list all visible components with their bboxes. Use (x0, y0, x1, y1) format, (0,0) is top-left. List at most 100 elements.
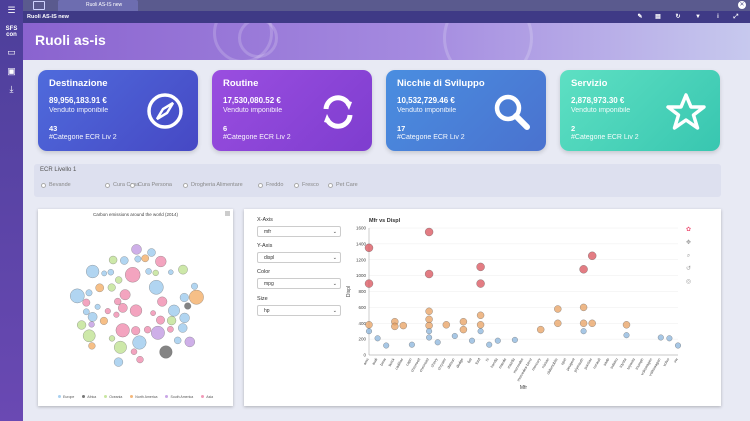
open-folder-icon[interactable] (33, 1, 45, 10)
bubble[interactable] (168, 269, 174, 275)
bubble[interactable] (125, 267, 141, 283)
bubble[interactable] (107, 269, 114, 276)
bubble[interactable] (131, 244, 142, 255)
radio-fresco[interactable]: Fresco (294, 182, 319, 188)
scatter-point[interactable] (364, 279, 374, 288)
bubble[interactable] (147, 248, 156, 257)
bubble[interactable] (159, 345, 173, 359)
scatter-point[interactable] (426, 334, 433, 341)
radio-pet-care[interactable]: Pet Care (328, 182, 358, 188)
bubble[interactable] (167, 326, 174, 333)
bubble[interactable] (113, 311, 120, 318)
scatter-point[interactable] (588, 319, 596, 327)
bubble[interactable] (189, 289, 204, 305)
bubble[interactable] (178, 264, 188, 275)
legend-item[interactable]: Africa (82, 395, 96, 399)
x-axis-select[interactable]: mfr ⌄ (257, 226, 341, 237)
bubble[interactable] (179, 293, 189, 302)
filter-icon[interactable]: ▼ (695, 14, 701, 20)
scatter-point[interactable] (425, 307, 433, 315)
scatter-point[interactable] (477, 328, 484, 335)
bubble[interactable] (157, 296, 168, 307)
tab-ruoli-as-is[interactable]: Ruoli AS-IS new (58, 0, 138, 11)
scatter-point[interactable] (579, 303, 588, 312)
bubble[interactable] (150, 310, 156, 316)
bubble[interactable] (136, 356, 144, 364)
bubble[interactable] (184, 302, 192, 310)
refresh-icon[interactable]: ↻ (675, 14, 681, 20)
radio-cura-persona[interactable]: Cura Persona (130, 182, 172, 188)
size-select[interactable]: hp ⌄ (257, 305, 341, 316)
edit-icon[interactable]: ✎ (637, 14, 643, 20)
scatter-point[interactable] (554, 305, 562, 313)
download-icon[interactable]: ⤓ (9, 84, 14, 94)
scatter-point[interactable] (675, 342, 681, 349)
book-icon[interactable]: ▤ (655, 14, 661, 20)
scatter-point[interactable] (580, 328, 587, 335)
scatter-point[interactable] (476, 311, 485, 319)
scatter-point[interactable] (425, 321, 433, 330)
legend-item[interactable]: North America (130, 395, 157, 399)
bubble[interactable] (108, 335, 116, 342)
bubble[interactable] (167, 316, 177, 326)
scatter-point[interactable] (399, 321, 407, 330)
scatter-point[interactable] (391, 322, 399, 331)
scatter-point[interactable] (476, 262, 485, 272)
color-wheel-icon[interactable]: ✿ (685, 227, 692, 233)
scatter-point[interactable] (579, 319, 588, 327)
scatter-point[interactable] (459, 325, 468, 334)
bubble[interactable] (99, 316, 108, 325)
bubble[interactable] (151, 325, 165, 340)
scatter-point[interactable] (408, 341, 415, 348)
bubble[interactable] (155, 255, 167, 268)
scatter-point[interactable] (365, 321, 373, 329)
radio-freddo[interactable]: Freddo (258, 182, 283, 188)
scatter-point[interactable] (451, 333, 458, 339)
bubble[interactable] (119, 289, 131, 301)
save-icon[interactable]: ◎ (685, 279, 692, 285)
bubble[interactable] (85, 289, 93, 297)
radio-bevande[interactable]: Bevande (41, 182, 71, 188)
scatter-point[interactable] (537, 325, 545, 334)
hamburger-menu-icon[interactable]: ☰ (7, 5, 16, 15)
card-destinazione[interactable]: Destinazione 89,956,183.91 € Venduto imp… (38, 70, 198, 151)
scatter-point[interactable] (374, 335, 381, 342)
scatter-point[interactable] (383, 342, 390, 349)
bubble[interactable] (114, 340, 127, 354)
scatter-point[interactable] (434, 339, 441, 346)
card-nicchie-di-sviluppo[interactable]: Nicchie di Sviluppo 10,532,729.46 € Vend… (386, 70, 546, 151)
bubble[interactable] (184, 336, 195, 348)
bubble[interactable] (88, 321, 95, 328)
scatter-point[interactable] (426, 328, 433, 335)
legend-item[interactable]: Oceania (104, 395, 122, 399)
bubble[interactable] (113, 357, 124, 367)
bubble[interactable] (132, 335, 147, 350)
bubble[interactable] (168, 304, 180, 317)
card-servizio[interactable]: Servizio 2,878,973.30 € Venduto imponibi… (560, 70, 720, 151)
bubble[interactable] (130, 348, 138, 355)
bubble[interactable] (129, 304, 143, 317)
chart-menu-icon[interactable] (225, 211, 230, 216)
bubble[interactable] (77, 320, 87, 330)
bubble[interactable] (134, 255, 142, 263)
bubble[interactable] (144, 326, 152, 334)
scatter-point[interactable] (364, 243, 374, 252)
scatter-point[interactable] (494, 337, 501, 344)
bubble[interactable] (156, 315, 165, 325)
scatter-point[interactable] (622, 321, 631, 329)
scatter-point[interactable] (425, 315, 433, 323)
bubble[interactable] (179, 312, 190, 323)
card-routine[interactable]: Routine 17,530,080.52 € Venduto imponibi… (212, 70, 372, 151)
scatter-point[interactable] (486, 341, 493, 348)
bubble[interactable] (107, 283, 116, 292)
scatter-point[interactable] (588, 251, 597, 260)
bubble[interactable] (87, 312, 98, 322)
radio-drogheria-alimentare[interactable]: Drogheria Alimentare (183, 182, 243, 188)
reset-icon[interactable]: ↺ (685, 266, 692, 272)
bubble[interactable] (131, 326, 141, 336)
bubble[interactable] (115, 323, 130, 338)
scatter-point[interactable] (459, 318, 468, 326)
bubble[interactable] (114, 297, 122, 306)
color-select[interactable]: mpg ⌄ (257, 278, 341, 289)
bubble[interactable] (118, 303, 128, 313)
